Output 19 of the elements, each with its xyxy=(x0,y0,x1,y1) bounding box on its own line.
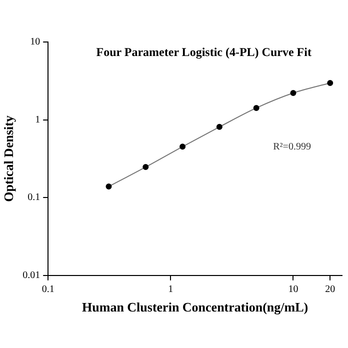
x-tick-label: 20 xyxy=(325,284,336,296)
x-tick-label: 10 xyxy=(288,284,298,296)
x-axis-title: Human Clusterin Concentration(ng/mL) xyxy=(82,300,308,315)
annotation: R²=0.999 xyxy=(273,142,311,153)
point xyxy=(327,80,334,86)
point xyxy=(106,183,112,190)
point xyxy=(253,104,260,111)
x-tick-label: 0.1 xyxy=(42,284,54,296)
x-tick-label: 1 xyxy=(168,284,174,296)
y-tick-label: 0.1 xyxy=(28,192,40,204)
point xyxy=(290,90,296,96)
point xyxy=(180,144,186,150)
y-tick-label: 1 xyxy=(35,114,40,126)
point xyxy=(216,124,222,130)
point xyxy=(142,164,149,170)
y-tick-label: 0.01 xyxy=(22,270,40,282)
chart-title: Four Parameter Logistic (4-PL) Curve Fit xyxy=(96,45,312,60)
y-axis-title: Optical Density xyxy=(1,115,16,202)
y-tick-label: 10 xyxy=(30,36,40,48)
